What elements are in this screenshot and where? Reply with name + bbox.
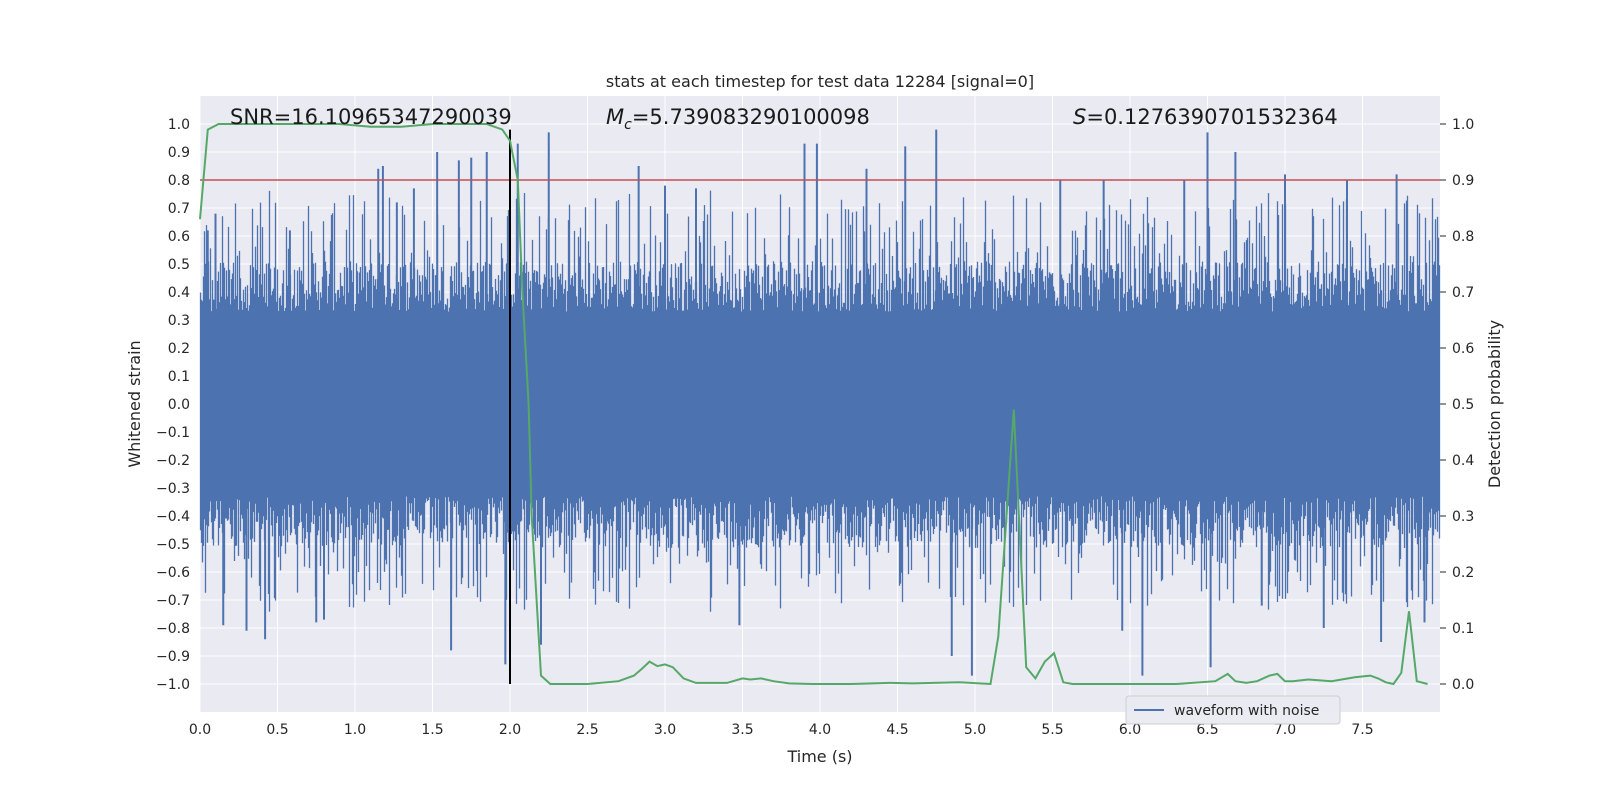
y-tick-labels: 1.0 0.9 0.8 0.7 0.6 0.5 0.4 0.3 0.2 0.1 0.0 −0.1 −0.… (156, 117, 190, 693)
x-tick-label: 2.0 (499, 722, 521, 738)
y2-tick-label: 0.1 (1452, 621, 1474, 637)
x-tick-label: 4.5 (886, 722, 908, 738)
legend: waveform with noise (1125, 695, 1341, 725)
y-tick-label: −0.8 (156, 621, 190, 637)
annotation-s: S=0.1276390701532364 (1073, 105, 1338, 129)
y-tick-label: 0.8 (168, 173, 190, 189)
x-tick-label: 5.0 (964, 722, 986, 738)
y-tick-label: 0.4 (168, 285, 190, 301)
y-axis-label: Whitened strain (125, 340, 144, 467)
x-tick-label: 5.5 (1041, 722, 1063, 738)
chart-title: stats at each timestep for test data 122… (606, 72, 1034, 91)
y2-tick-label: 0.9 (1452, 173, 1474, 189)
probability-series-line (199, 123, 1428, 686)
annotation-snr: SNR=16.10965347290039 (230, 105, 512, 129)
y-tick-label: −0.3 (156, 481, 190, 497)
legend-entry-waveform: waveform with noise (1174, 703, 1319, 719)
x-axis-label: Time (s) (786, 747, 852, 766)
y-tick-label: −0.1 (156, 425, 190, 441)
y-tick-label: 0.5 (168, 257, 190, 273)
y-tick-label: 0.0 (168, 397, 190, 413)
x-tick-label: 3.5 (731, 722, 753, 738)
y-tick-label: −0.5 (156, 537, 190, 553)
legend-box (1125, 695, 1341, 725)
y2-tick-label: 0.0 (1452, 677, 1474, 693)
x-tick-label: 4.0 (809, 722, 831, 738)
y2-tick-label: 0.5 (1452, 397, 1474, 413)
y2-tick-labels: 1.0 0.9 0.8 0.7 0.6 0.5 0.4 0.3 0.2 0.1 0.0 (1452, 117, 1474, 693)
svg-text:SNR=16.10965347290039: SNR=16.10965347290039 (230, 105, 512, 129)
x-tick-label: 7.0 (1274, 722, 1296, 738)
x-tick-label: 1.5 (421, 722, 443, 738)
waveform-series (199, 129, 1441, 676)
y-tick-label: −0.4 (156, 509, 190, 525)
y-tick-label: 0.9 (168, 145, 190, 161)
y-tick-label: −0.2 (156, 453, 190, 469)
y-tick-label: 0.3 (168, 313, 190, 329)
y2-tick-label: 0.3 (1452, 509, 1474, 525)
svg-text:Mc=5.739083290100098: Mc=5.739083290100098 (606, 105, 870, 133)
y-tick-label: −0.6 (156, 565, 190, 581)
svg-text:S=0.1276390701532364: S=0.1276390701532364 (1073, 105, 1338, 129)
y-tick-label: −0.7 (156, 593, 190, 609)
y-tick-label: 1.0 (168, 117, 190, 133)
y-tick-label: 0.6 (168, 229, 190, 245)
y2-tick-label: 0.6 (1452, 341, 1474, 357)
annotation-mc-value: =5.739083290100098 (632, 105, 870, 129)
x-tick-labels: 0.0 0.5 1.0 1.5 2.0 2.5 3.0 3.5 4.0 4.5 5.0 5.5 6.0 6… (189, 722, 1374, 738)
annotation-snr-prefix: SNR= (230, 105, 291, 129)
y-tick-label: 0.7 (168, 201, 190, 217)
x-tick-label: 0.5 (266, 722, 288, 738)
y2-tick-label: 1.0 (1452, 117, 1474, 133)
y2-tick-label: 0.2 (1452, 565, 1474, 581)
y2-axis-label: Detection probability (1485, 320, 1504, 488)
y-tick-label: 0.1 (168, 369, 190, 385)
x-tick-label: 6.5 (1196, 722, 1218, 738)
annotation-s-value: =0.1276390701532364 (1086, 105, 1337, 129)
x-tick-label: 3.0 (654, 722, 676, 738)
y2-tick-label: 0.4 (1452, 453, 1474, 469)
x-tick-label: 6.0 (1119, 722, 1141, 738)
x-tick-label: 0.0 (189, 722, 211, 738)
x-tick-label: 2.5 (576, 722, 598, 738)
waveform-core-band (200, 320, 1440, 488)
y2-tick-label: 0.8 (1452, 229, 1474, 245)
y-tick-label: 0.2 (168, 341, 190, 357)
y2-tick-label: 0.7 (1452, 285, 1474, 301)
annotation-chirp-mass: Mc=5.739083290100098 (606, 105, 870, 133)
x-tick-label: 7.5 (1351, 722, 1373, 738)
y-tick-label: −1.0 (156, 677, 190, 693)
y-tick-label: −0.9 (156, 649, 190, 665)
annotation-snr-value: 16.10965347290039 (291, 105, 511, 129)
x-tick-label: 1.0 (344, 722, 366, 738)
